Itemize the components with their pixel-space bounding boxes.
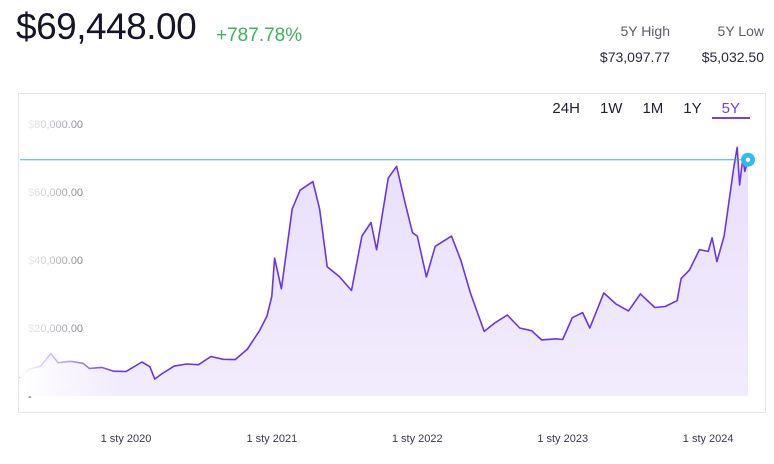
range-tab-1w[interactable]: 1W — [599, 100, 623, 117]
five-year-low-value: $5,032.50 — [701, 49, 764, 65]
range-tab-24h[interactable]: 24H — [552, 100, 580, 117]
chart-frame — [18, 93, 766, 413]
range-tab-1m[interactable]: 1M — [642, 100, 664, 117]
x-tick-label-0: 1 sty 2020 — [101, 433, 152, 445]
price-area-fill — [20, 147, 748, 396]
x-tick-label-2: 1 sty 2022 — [392, 433, 443, 445]
price-line — [19, 146, 749, 380]
five-year-high-value: $73,097.77 — [599, 49, 670, 65]
five-year-low: 5Y Low $5,032.50 — [702, 23, 764, 65]
time-range-selector: 24H 1W 1M 1Y 5Y — [542, 100, 750, 119]
x-tick-label-3: 1 sty 2023 — [537, 433, 588, 445]
five-year-low-label: 5Y Low — [717, 23, 764, 39]
current-price: $69,448.00 — [16, 6, 197, 47]
x-tick-label-4: 1 sty 2024 — [683, 433, 734, 445]
x-tick-label-1: 1 sty 2021 — [246, 433, 297, 445]
price-change-percent: +787.78% — [216, 25, 303, 46]
price-line-fade — [20, 117, 120, 396]
range-tab-5y[interactable]: 5Y — [711, 100, 750, 119]
five-year-high-label: 5Y High — [620, 23, 670, 39]
current-price-marker-dot — [745, 157, 751, 162]
y-tick-label-0: - — [28, 391, 32, 403]
five-year-high: 5Y High $73,097.77 — [600, 23, 670, 65]
range-tab-1y[interactable]: 1Y — [683, 100, 702, 117]
